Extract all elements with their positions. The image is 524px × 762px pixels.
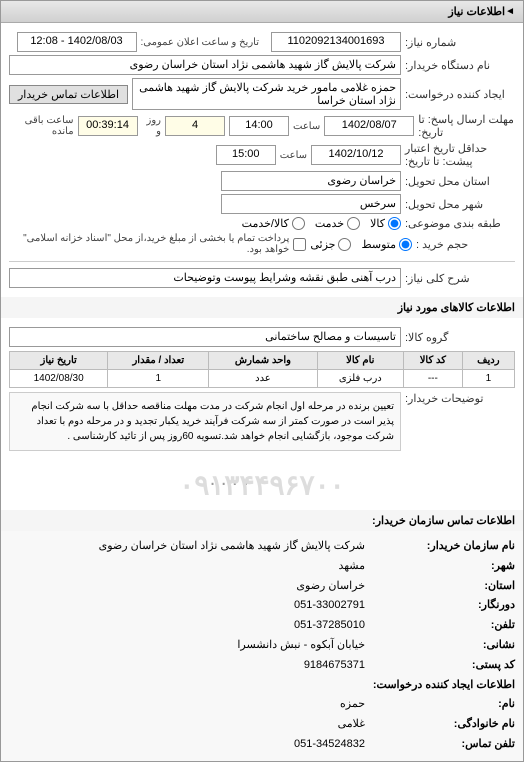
postal-label: کد پستی:	[365, 656, 515, 676]
th-rownum: ردیف	[462, 352, 514, 370]
contact-section: نام سازمان خریدار:شرکت پالایش گاز شهید ه…	[1, 531, 523, 761]
family-label: نام خانوادگی:	[365, 715, 515, 735]
city-field: سرخس	[221, 194, 401, 214]
creator-field: حمزه غلامی مامور خرید شرکت پالایش گاز شه…	[132, 78, 401, 110]
remain-time-field: 00:39:14	[78, 116, 138, 136]
group-field: تاسیسات و مصالح ساختمانی	[9, 327, 401, 347]
deadline-date-field: 1402/08/07	[324, 116, 414, 136]
deadline-time-field: 14:00	[229, 116, 289, 136]
titlebar: ◄ اطلاعات نیاز	[1, 1, 523, 23]
deadline-time-label: ساعت	[293, 121, 320, 132]
islamic-checkbox[interactable]	[293, 238, 306, 251]
province-label: استان محل تحویل:	[405, 175, 515, 188]
name-value: حمزه	[340, 695, 365, 715]
partial-note: پرداخت تمام یا بخشی از مبلغ خرید،از محل …	[9, 233, 289, 255]
th-unit: واحد شمارش	[209, 352, 317, 370]
fax-value: 051-33002791	[294, 596, 365, 616]
reqnum-field: 1102092134001693	[271, 32, 401, 52]
radio-goodservice[interactable]	[292, 217, 305, 230]
minvalid-label: حداقل تاریخ اعتبار پیشت: تا تاریخ:	[405, 142, 515, 168]
volume-radios: متوسط جزئی	[310, 238, 412, 251]
td-unit: عدد	[209, 370, 317, 388]
phone-value: 051-37285010	[294, 616, 365, 636]
remain-days-field: 4	[165, 116, 225, 136]
td-rownum: 1	[462, 370, 514, 388]
remain-days-label: روز و	[142, 115, 161, 137]
td-qty: 1	[108, 370, 209, 388]
radio-goodservice-label[interactable]: کالا/خدمت	[242, 217, 305, 230]
subject-class-label: طبقه بندی موضوعی:	[405, 217, 515, 230]
reqnum-label: شماره نیاز:	[405, 36, 515, 49]
fax-label: دورنگار:	[365, 596, 515, 616]
province-field: خراسان رضوی	[221, 171, 401, 191]
radio-mid[interactable]	[399, 238, 412, 251]
divider	[9, 261, 515, 262]
radio-partial-label[interactable]: جزئی	[310, 238, 351, 251]
th-qty: تعداد / مقدار	[108, 352, 209, 370]
watermark-area: . . . . ۰۹۱۳۴۴۹۶۷۰۰	[1, 460, 523, 510]
goods-table: ردیف کد کالا نام کالا واحد شمارش تعداد /…	[9, 351, 515, 388]
postal-value: 9184675371	[304, 656, 365, 676]
radio-goods[interactable]	[388, 217, 401, 230]
city-label: شهر محل تحویل:	[405, 198, 515, 211]
td-date: 1402/08/30	[10, 370, 108, 388]
group-label: گروه کالا:	[405, 331, 515, 344]
goods-section: گروه کالا: تاسیسات و مصالح ساختمانی ردیف…	[1, 318, 523, 460]
address-value: خیابان آبکوه - نبش دانشسرا	[237, 636, 365, 656]
deadline-label: مهلت ارسال پاسخ: تا تاریخ:	[418, 113, 515, 139]
subject-radios: کالا خدمت کالا/خدمت	[242, 217, 401, 230]
cprovince-value: خراسان رضوی	[296, 577, 365, 597]
minvalid-date-field: 1402/10/12	[311, 145, 401, 165]
table-header-row: ردیف کد کالا نام کالا واحد شمارش تعداد /…	[10, 352, 515, 370]
buyer-note-box: تعیین برنده در مرحله اول انجام شرکت در م…	[9, 392, 401, 451]
pubdate-label: تاریخ و ساعت اعلان عمومی:	[141, 37, 260, 48]
org-value: شرکت پالایش گاز شهید هاشمی نژاد استان خر…	[99, 537, 365, 557]
creator-label: ایجاد کننده درخواست:	[405, 88, 515, 101]
contact-phone-label: تلفن تماس:	[365, 735, 515, 755]
buyer-note-label: توضیحات خریدار:	[405, 392, 515, 405]
needdesc-label: شرح کلی نیاز:	[405, 272, 515, 285]
main-window: ◄ اطلاعات نیاز شماره نیاز: 1102092134001…	[0, 0, 524, 762]
device-field: شرکت پالایش گاز شهید هاشمی نژاد استان خر…	[9, 55, 401, 75]
device-label: نام دستگاه خریدار:	[405, 59, 515, 72]
ccity-label: شهر:	[365, 557, 515, 577]
radio-mid-label[interactable]: متوسط	[361, 238, 412, 251]
th-code: کد کالا	[403, 352, 462, 370]
watermark-text: ۰۹۱۳۴۴۹۶۷۰۰	[179, 469, 344, 502]
name-label: نام:	[365, 695, 515, 715]
table-row[interactable]: 1 --- درب فلزی عدد 1 1402/08/30	[10, 370, 515, 388]
radio-service[interactable]	[347, 217, 360, 230]
form-section: شماره نیاز: 1102092134001693 تاریخ و ساع…	[1, 23, 523, 297]
cprovince-label: استان:	[365, 577, 515, 597]
td-code: ---	[403, 370, 462, 388]
td-name: درب فلزی	[317, 370, 403, 388]
minvalid-time-label: ساعت	[280, 150, 307, 161]
th-date: تاریخ نیاز	[10, 352, 108, 370]
remain-label: ساعت باقی مانده	[9, 115, 74, 137]
radio-partial[interactable]	[338, 238, 351, 251]
window-title: اطلاعات نیاز	[448, 5, 505, 18]
th-name: نام کالا	[317, 352, 403, 370]
address-label: نشانی:	[365, 636, 515, 656]
contact-heading: اطلاعات تماس سازمان خریدار:	[1, 510, 523, 531]
creator2-label: اطلاعات ایجاد کننده درخواست:	[365, 676, 515, 696]
goods-heading: اطلاعات کالاهای مورد نیاز	[1, 297, 523, 318]
contact-phone-value: 051-34524832	[294, 735, 365, 755]
chevron-icon: ◄	[505, 6, 515, 17]
needdesc-field: درب آهنی طبق نقشه وشرایط پیوست وتوضیحات	[9, 268, 401, 288]
pubdate-field: 1402/08/03 - 12:08	[17, 32, 137, 52]
family-value: غلامی	[338, 715, 365, 735]
ccity-value: مشهد	[338, 557, 365, 577]
volume-label: حجم خرید :	[416, 238, 515, 251]
org-label: نام سازمان خریدار:	[365, 537, 515, 557]
radio-goods-label[interactable]: کالا	[370, 217, 401, 230]
radio-service-label[interactable]: خدمت	[315, 217, 360, 230]
minvalid-time-field: 15:00	[216, 145, 276, 165]
phone-label: تلفن:	[365, 616, 515, 636]
contact-button[interactable]: اطلاعات تماس خریدار	[9, 85, 128, 104]
